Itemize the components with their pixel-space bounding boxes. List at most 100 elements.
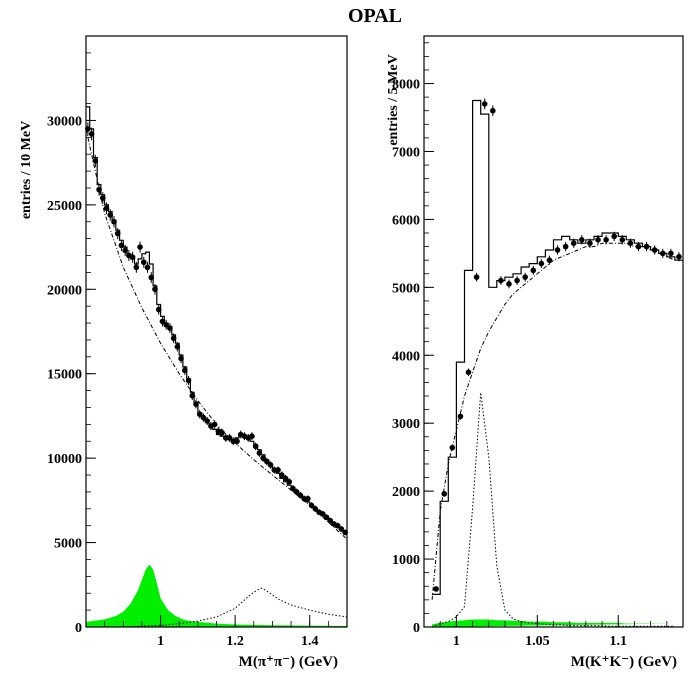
- data-point: [155, 306, 162, 313]
- data-point: [189, 392, 196, 399]
- data-point: [129, 254, 136, 261]
- y-tick-label: 5000: [392, 281, 420, 296]
- left-panel: entries / 10 MeV M(π⁺π⁻) (GeV) 0 5000 1000…: [19, 35, 348, 670]
- background-curve: [85, 128, 348, 540]
- data-point: [267, 462, 274, 468]
- data-point: [290, 485, 296, 492]
- data-point: [611, 233, 618, 240]
- data-point: [252, 443, 259, 450]
- x-tick-label: 1.4: [301, 634, 319, 649]
- y-tick-label: 4000: [392, 349, 420, 364]
- data-point: [570, 240, 577, 246]
- data-point: [522, 274, 528, 280]
- x-tick-label: 1: [157, 634, 164, 649]
- data-point: [308, 502, 315, 509]
- resonance-component-curve: [431, 392, 675, 628]
- data-point: [211, 421, 218, 428]
- data-point: [196, 411, 203, 418]
- y-tick-label: 10000: [47, 452, 82, 467]
- data-point: [457, 413, 464, 420]
- data-point: [185, 377, 192, 384]
- data-point: [282, 475, 289, 482]
- data-point: [514, 277, 520, 284]
- data-point: [579, 236, 585, 243]
- data-point: [226, 435, 233, 441]
- data-point: [668, 250, 674, 257]
- x-tick-label: 1: [453, 634, 460, 649]
- right-x-axis-label: M(K⁺K⁻) (GeV): [571, 654, 677, 670]
- data-point: [338, 526, 345, 532]
- data-point: [152, 286, 158, 293]
- data-point: [278, 472, 285, 478]
- data-point: [327, 517, 334, 524]
- data-point: [88, 131, 95, 137]
- data-point: [312, 506, 319, 512]
- data-point: [182, 367, 188, 374]
- data-point: [530, 267, 537, 274]
- data-point: [293, 489, 300, 495]
- data-point: [489, 107, 496, 114]
- data-point: [676, 253, 682, 260]
- data-point: [122, 247, 128, 254]
- data-point: [118, 242, 125, 249]
- data-point: [148, 274, 155, 281]
- data-point: [260, 455, 266, 461]
- data-point: [219, 430, 225, 436]
- fit-histogram: [432, 99, 683, 595]
- data-point: [334, 522, 341, 529]
- data-point: [587, 240, 593, 246]
- background-curve: [431, 242, 676, 600]
- data-point: [441, 491, 448, 497]
- data-point: [481, 101, 488, 107]
- y-tick-label: 2000: [392, 485, 420, 500]
- fit-histogram: [86, 106, 348, 535]
- y-tick-label: 3000: [392, 417, 420, 432]
- data-point: [659, 250, 666, 257]
- data-point: [635, 243, 642, 250]
- data-point: [498, 277, 504, 284]
- data-point: [603, 236, 609, 243]
- data-point: [323, 514, 330, 521]
- data-point: [643, 243, 650, 250]
- data-point: [193, 401, 199, 407]
- y-tick-label: 8000: [392, 78, 420, 93]
- data-point: [297, 492, 304, 499]
- chart-title: OPAL: [348, 5, 402, 27]
- y-tick-label: 0: [413, 621, 420, 636]
- data-point: [264, 458, 270, 465]
- data-point: [465, 369, 472, 376]
- data-point: [562, 243, 569, 250]
- y-tick-label: 0: [75, 621, 82, 636]
- y-tick-label: 1000: [392, 553, 420, 568]
- resonance-component-curve: [123, 587, 348, 628]
- data-point: [107, 212, 114, 218]
- data-point: [319, 511, 326, 517]
- data-point: [114, 230, 121, 237]
- data-point: [433, 586, 439, 592]
- data-point: [159, 318, 166, 325]
- data-point: [137, 244, 143, 250]
- y-tick-label: 7000: [392, 145, 420, 160]
- data-point: [595, 236, 601, 243]
- data-point: [140, 259, 147, 266]
- data-point: [473, 274, 480, 280]
- data-point: [174, 343, 181, 350]
- data-point: [144, 264, 151, 271]
- data-point: [99, 195, 106, 201]
- left-x-axis-label: M(π⁺π⁻) (GeV): [239, 654, 338, 670]
- filled-component-area: [86, 564, 347, 627]
- data-point: [305, 495, 311, 502]
- data-point: [92, 158, 99, 164]
- data-point: [96, 186, 102, 193]
- data-point: [200, 414, 207, 421]
- data-point: [178, 355, 184, 362]
- data-point: [111, 218, 117, 225]
- plot-frame: [423, 35, 684, 628]
- data-point: [506, 281, 512, 287]
- y-tick-label: 30000: [47, 114, 82, 129]
- y-tick-label: 6000: [392, 213, 420, 228]
- x-tick-label: 1.1: [610, 634, 628, 649]
- plot-frame: [85, 35, 348, 628]
- data-point: [170, 335, 177, 342]
